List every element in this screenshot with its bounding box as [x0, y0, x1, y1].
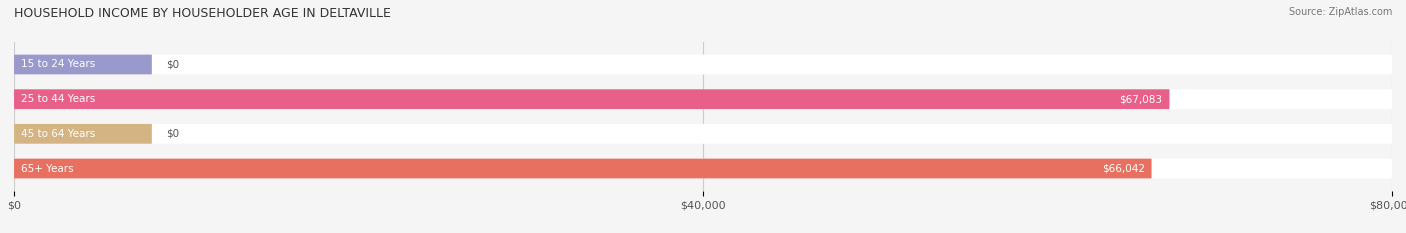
Text: $0: $0 [166, 129, 179, 139]
FancyBboxPatch shape [14, 89, 1170, 109]
FancyBboxPatch shape [14, 89, 1392, 109]
Text: 15 to 24 Years: 15 to 24 Years [21, 59, 96, 69]
FancyBboxPatch shape [14, 124, 152, 144]
Text: 25 to 44 Years: 25 to 44 Years [21, 94, 96, 104]
Text: $67,083: $67,083 [1119, 94, 1163, 104]
Text: 45 to 64 Years: 45 to 64 Years [21, 129, 96, 139]
Text: HOUSEHOLD INCOME BY HOUSEHOLDER AGE IN DELTAVILLE: HOUSEHOLD INCOME BY HOUSEHOLDER AGE IN D… [14, 7, 391, 20]
FancyBboxPatch shape [14, 55, 152, 74]
Text: $0: $0 [166, 59, 179, 69]
FancyBboxPatch shape [14, 159, 1392, 178]
FancyBboxPatch shape [14, 124, 1392, 144]
Text: Source: ZipAtlas.com: Source: ZipAtlas.com [1288, 7, 1392, 17]
FancyBboxPatch shape [14, 55, 1392, 74]
Text: $66,042: $66,042 [1102, 164, 1144, 174]
Text: 65+ Years: 65+ Years [21, 164, 73, 174]
FancyBboxPatch shape [14, 159, 1152, 178]
